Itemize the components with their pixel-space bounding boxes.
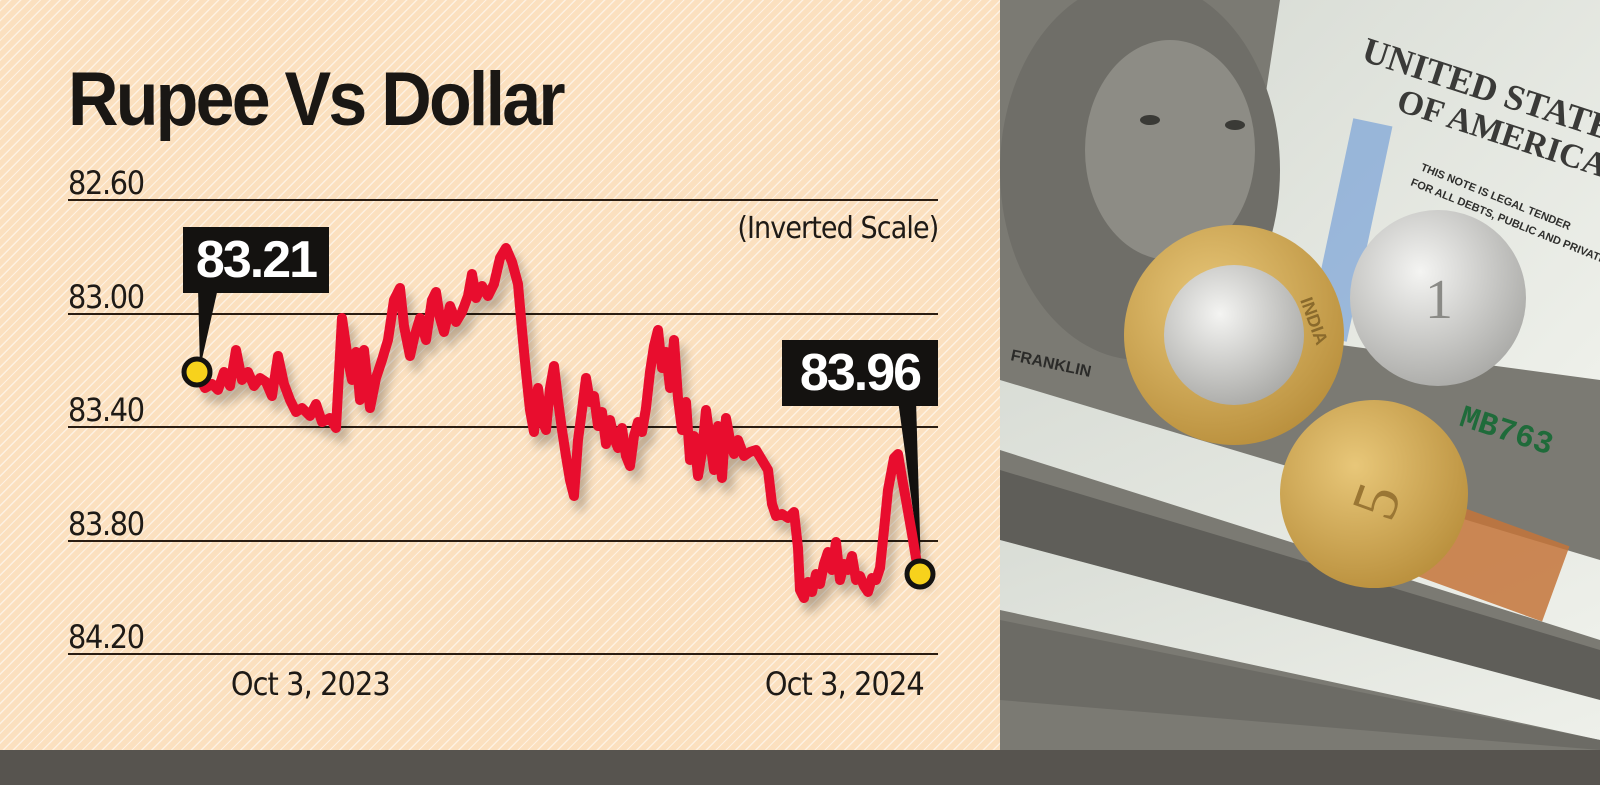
gridline (68, 653, 938, 655)
callout-pointer-start (198, 288, 218, 368)
exchange-rate-line (192, 243, 925, 603)
start-point-marker (181, 356, 213, 388)
bottom-bar (0, 750, 1600, 785)
x-tick-label-start: Oct 3, 2023 (230, 665, 391, 703)
currency-illustration: UNITED STATES OF AMERICA THIS NOTE IS LE… (1000, 0, 1600, 750)
y-tick-label: 84.20 (68, 618, 145, 656)
chart-title: Rupee Vs Dollar (68, 57, 566, 142)
y-tick-label: 82.60 (68, 164, 145, 202)
gridline (68, 199, 938, 201)
callout-end-value: 83.96 (782, 340, 938, 406)
chart-panel: Rupee Vs Dollar 82.60 (Inverted Scale) 8… (0, 0, 1000, 750)
gridline (68, 313, 938, 315)
callout-start-value: 83.21 (183, 227, 329, 293)
five-rupee-coin (1280, 400, 1468, 588)
currency-photo: UNITED STATES OF AMERICA THIS NOTE IS LE… (1000, 0, 1600, 750)
gridline (68, 540, 938, 542)
gridline (68, 426, 938, 428)
x-tick-label-end: Oct 3, 2024 (764, 665, 925, 703)
one-rupee-coin (1350, 210, 1526, 386)
svg-text:1: 1 (1425, 269, 1453, 331)
y-tick-label: 83.00 (68, 278, 145, 316)
y-tick-label: 83.80 (68, 505, 145, 543)
line-plot (181, 243, 936, 603)
inverted-scale-note: (Inverted Scale) (737, 211, 939, 246)
y-tick-label: 83.40 (68, 391, 145, 429)
end-point-marker (904, 558, 936, 590)
